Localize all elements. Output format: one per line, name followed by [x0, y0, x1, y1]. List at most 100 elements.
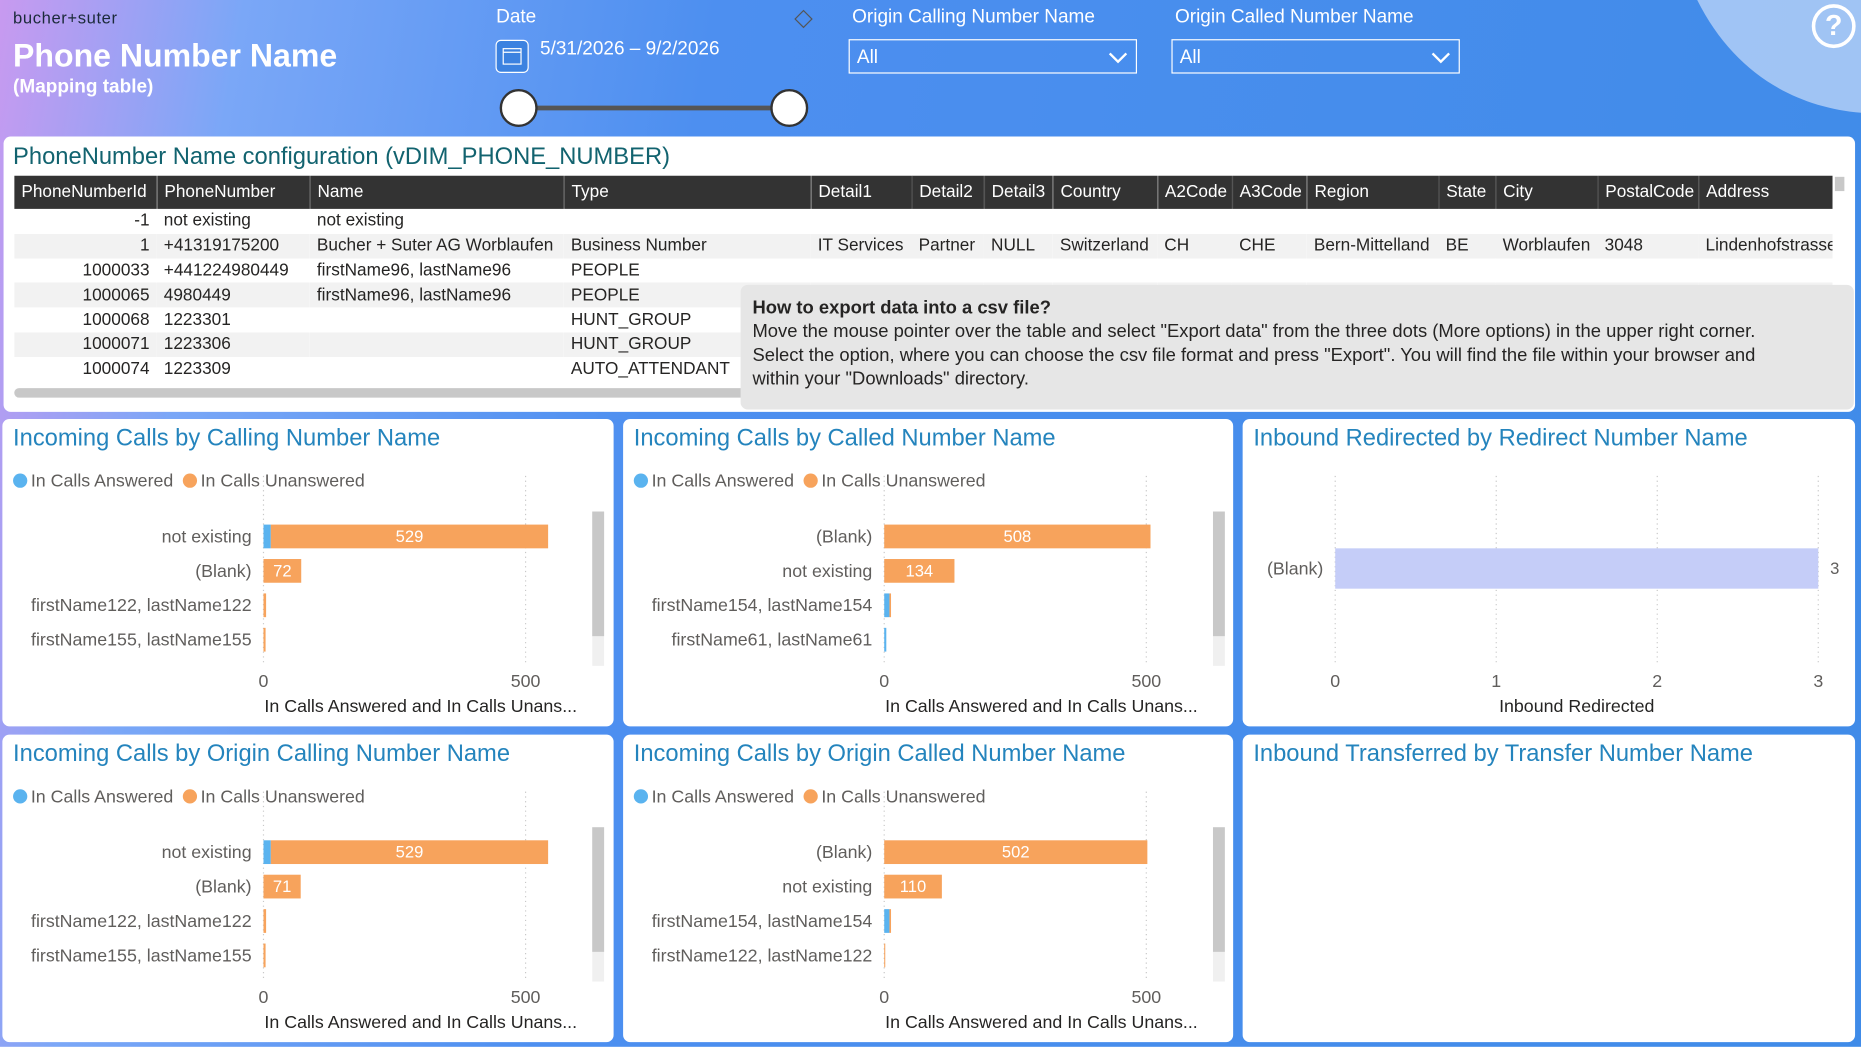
table-cell	[310, 357, 564, 382]
table-cell: +441224980449	[163, 261, 289, 281]
x-axis-title: In Calls Answered and In Calls Unans...	[885, 696, 1198, 716]
data-label: 72	[273, 561, 291, 580]
legend-marker	[182, 789, 198, 804]
chart: Incoming Calls by Origin Called Number N…	[633, 741, 1225, 1032]
chart-title: Inbound Redirected by Redirect Number Na…	[1253, 425, 1747, 451]
table-cell	[984, 209, 1053, 234]
table-cell: NULL	[983, 233, 1053, 259]
table-cell: 1	[14, 233, 157, 259]
data-label: 529	[396, 843, 424, 862]
chart-card: Inbound Transferred by Transfer Number N…	[1242, 734, 1856, 1043]
table-cell: firstName96, lastName96	[316, 261, 512, 281]
data-label: 529	[396, 527, 424, 546]
x-axis-title: Inbound Redirected	[1499, 696, 1654, 716]
chart-title: Incoming Calls by Origin Called Number N…	[634, 741, 1126, 767]
bar-segment	[263, 909, 267, 933]
column-header: PhoneNumber	[156, 175, 311, 209]
column-header: Region	[1306, 175, 1440, 209]
table-cell: 1000065	[14, 282, 157, 308]
table-cell	[1053, 258, 1157, 283]
table-cell: HUNT_GROUP	[570, 310, 692, 330]
table-row: 1000033 +441224980449 firstName96, lastNam…	[14, 258, 1832, 283]
bar-segment	[263, 593, 267, 618]
tooltip: How to export data into a csv file? Move…	[740, 284, 1854, 410]
chart: Incoming Calls by Called Number Name In C…	[633, 425, 1225, 716]
scroll-thumb	[1212, 827, 1225, 952]
chart-card: Inbound Redirected by Redirect Number Na…	[1242, 418, 1856, 727]
category-label: firstName154, lastName154	[652, 911, 873, 931]
category-label: firstName122, lastName122	[31, 595, 252, 615]
data-label: 508	[1003, 527, 1031, 546]
table-cell: not existing	[316, 211, 404, 231]
bar-segment	[270, 524, 549, 549]
column-header: Detail2	[911, 175, 985, 209]
bar-segment	[263, 524, 271, 549]
legend-marker	[13, 473, 28, 488]
table-cell	[1698, 209, 1832, 234]
bar-segment	[884, 524, 1151, 549]
legend-label: In Calls Answered	[31, 471, 173, 491]
table-cell	[564, 209, 811, 234]
table-cell	[1053, 209, 1157, 234]
table-cell	[1495, 209, 1597, 234]
chart-title: Incoming Calls by Origin Calling Number …	[13, 741, 510, 767]
tooltip-line: Select the option, where you can choose …	[752, 345, 1756, 366]
table-cell: Partner	[911, 233, 984, 259]
table-cell	[1495, 258, 1597, 283]
table-cell: 1000068	[82, 310, 150, 330]
column-header: Detail1	[810, 175, 913, 209]
chart-card: Incoming Calls by Called Number Name In C…	[623, 418, 1234, 727]
brand: bucher+suter	[13, 8, 118, 28]
x-tick-label: 0	[259, 671, 269, 691]
x-tick-label: 0	[259, 987, 269, 1007]
bar-segment	[884, 840, 1148, 865]
column-header: Address	[1698, 175, 1833, 209]
chart-card: Incoming Calls by Calling Number Name In …	[2, 418, 614, 727]
eraser-icon[interactable]	[783, 7, 826, 35]
calendar-button[interactable]	[494, 38, 532, 76]
table-cell: PEOPLE	[570, 261, 640, 281]
x-axis-title: In Calls Answered and In Calls Unans...	[264, 1012, 577, 1032]
table-cell: +41319175200	[156, 233, 310, 259]
filter-label: Origin Called Number Name	[1174, 7, 1414, 28]
x-axis-title: In Calls Answered and In Calls Unans...	[885, 1012, 1198, 1032]
table-cell: 4980449	[156, 282, 310, 308]
chevron	[1431, 52, 1450, 64]
table-cell: firstName96, lastName96	[309, 282, 564, 308]
data-label: 134	[905, 561, 933, 580]
date-range: 5/31/2026 – 9/2/2026	[540, 39, 720, 60]
category-label: firstName155, lastName155	[31, 630, 252, 650]
v-scrollbar[interactable]	[1834, 176, 1845, 192]
table-cell: Bucher + Suter AG Worblaufen	[309, 233, 564, 259]
chart-card: Incoming Calls by Origin Calling Number …	[2, 734, 614, 1043]
data-label: 3	[1830, 559, 1839, 578]
table-cell: 3048	[1597, 233, 1699, 259]
category-label: firstName122, lastName122	[652, 945, 873, 965]
calling-dropdown[interactable]: All	[848, 39, 1138, 74]
chevron	[1108, 52, 1128, 64]
legend-marker	[13, 789, 28, 804]
filter-label: Origin Calling Number Name	[852, 7, 1095, 28]
scroll-thumb	[592, 827, 605, 952]
dropdown-value: All	[1179, 47, 1201, 68]
legend-label: In Calls Unanswered	[201, 786, 365, 806]
tooltip-line: Move the mouse pointer over the table an…	[752, 321, 1756, 342]
date-slider[interactable]	[494, 85, 814, 132]
table-cell: 1223309	[163, 359, 231, 379]
legend-marker	[803, 473, 818, 488]
svg-text:?: ?	[1825, 10, 1842, 42]
column-header: A3Code	[1231, 175, 1308, 209]
table-cell	[984, 258, 1053, 283]
bar-segment	[884, 559, 955, 583]
called-dropdown[interactable]: All	[1171, 39, 1460, 74]
column-header: PostalCode	[1597, 175, 1699, 209]
help-button[interactable]	[1811, 4, 1856, 49]
table-row: -1 not existing not existing	[14, 209, 1832, 234]
date-label: Date	[496, 7, 537, 28]
x-tick-label: 500	[1131, 987, 1161, 1007]
h-scrollbar[interactable]	[14, 388, 751, 398]
bar-segment	[884, 943, 886, 968]
table-cell	[1598, 258, 1699, 283]
x-tick-label: 0	[1330, 671, 1340, 691]
